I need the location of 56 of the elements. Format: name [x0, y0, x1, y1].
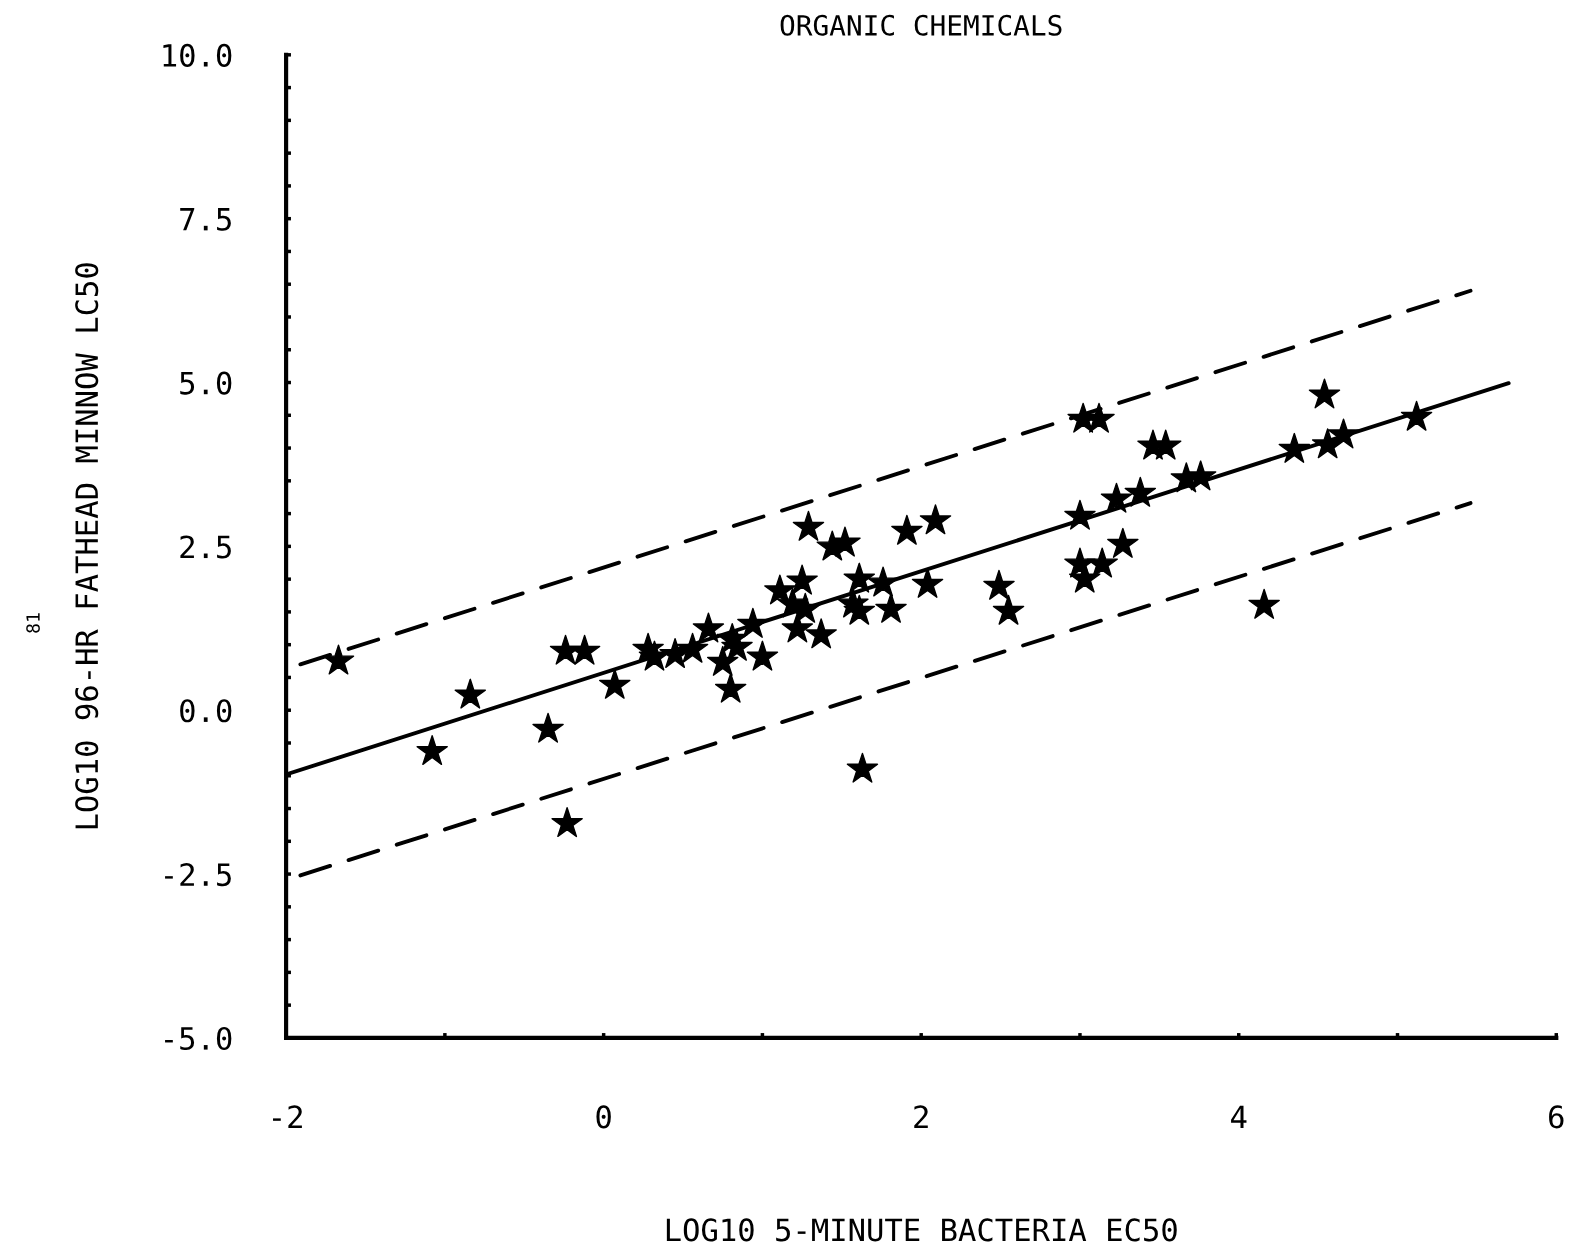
point	[805, 618, 837, 649]
x-tick-label: 2	[914, 1105, 928, 1128]
point	[911, 567, 944, 598]
y-tick-label: 2.5	[180, 535, 231, 559]
y-tick-label: -2.5	[165, 863, 231, 887]
point	[1064, 499, 1096, 530]
x-tick-label: 0	[596, 1105, 611, 1129]
x-axis-title: LOG10 5-MINUTE BACTERIA EC50	[666, 1218, 1177, 1242]
y-axis-title: LOG10 96-HR FATHEAD MINNOW LC50	[75, 263, 99, 829]
point	[454, 678, 487, 709]
y-tick-label: 10.0	[163, 43, 232, 67]
point	[416, 734, 448, 766]
point	[1278, 432, 1311, 463]
point	[1124, 476, 1157, 507]
point	[1327, 418, 1360, 449]
point	[1086, 547, 1118, 578]
point	[843, 594, 876, 625]
point	[599, 668, 631, 699]
point	[829, 526, 861, 557]
point	[532, 712, 564, 743]
y-tick-label: 7.5	[180, 208, 231, 231]
point	[676, 632, 709, 663]
point	[891, 514, 923, 545]
point	[1107, 527, 1139, 558]
point	[551, 807, 583, 838]
y-tick-label: 5.0	[180, 371, 232, 395]
point	[781, 612, 814, 643]
point	[1248, 588, 1280, 619]
point	[992, 594, 1025, 625]
point	[1308, 378, 1341, 409]
point	[867, 566, 899, 597]
point	[786, 564, 818, 595]
point	[919, 504, 952, 535]
point	[721, 630, 753, 661]
point	[568, 634, 601, 665]
point	[706, 645, 739, 676]
point	[875, 592, 907, 623]
point	[1400, 400, 1433, 431]
text: 81	[26, 613, 40, 633]
point	[983, 569, 1015, 600]
point	[746, 640, 779, 671]
point	[1100, 482, 1133, 513]
point	[322, 644, 355, 675]
x-tick-label: 4	[1231, 1105, 1247, 1128]
point	[737, 607, 769, 638]
point	[843, 562, 876, 593]
point	[692, 612, 725, 643]
point	[792, 510, 825, 541]
y-tick-label: 0.0	[180, 699, 232, 723]
x-tick-label: -2	[273, 1105, 302, 1128]
point	[846, 752, 879, 783]
y-tick-label: -5.0	[165, 1026, 232, 1051]
x-tick-label: 6	[1549, 1105, 1564, 1129]
point	[764, 574, 796, 605]
point	[714, 672, 747, 703]
chart-title: ORGANIC CHEMICALS	[780, 14, 1062, 36]
